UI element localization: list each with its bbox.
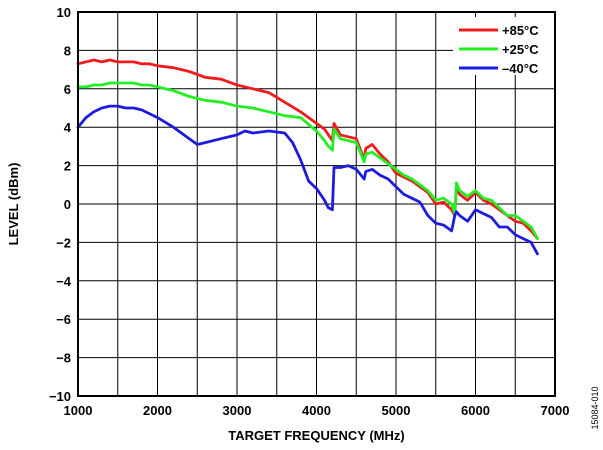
x-tick-label: 6000 <box>461 403 490 418</box>
y-tick-label: 10 <box>57 5 71 20</box>
y-tick-label: −6 <box>56 312 71 327</box>
y-tick-label: 6 <box>64 82 71 97</box>
x-tick-label: 7000 <box>541 403 570 418</box>
y-axis-title: LEVEL (dBm) <box>6 163 21 246</box>
x-tick-label: 3000 <box>223 403 252 418</box>
y-tick-label: −2 <box>56 235 71 250</box>
x-axis-title: TARGET FREQUENCY (MHz) <box>228 428 404 443</box>
legend-background <box>453 17 554 75</box>
x-tick-labels: 1000 2000 3000 4000 5000 6000 7000 <box>64 403 570 418</box>
figure-id: 15084-010 <box>590 386 600 429</box>
y-tick-label: 8 <box>64 43 71 58</box>
x-tick-label: 5000 <box>382 403 411 418</box>
y-tick-label: −10 <box>49 389 71 404</box>
y-tick-label: −8 <box>56 351 71 366</box>
series-line-0 <box>76 58 539 241</box>
series-line-1 <box>76 81 539 241</box>
series-group <box>76 58 539 256</box>
x-tick-label: 1000 <box>64 403 93 418</box>
y-tick-label: 0 <box>64 197 71 212</box>
y-tick-label: 4 <box>64 120 72 135</box>
x-tick-label: 2000 <box>143 403 172 418</box>
legend-label-1: +25°C <box>502 42 539 57</box>
legend: +85°C +25°C –40°C <box>453 17 554 76</box>
legend-label-2: –40°C <box>502 61 539 76</box>
plot-frame <box>77 11 556 397</box>
y-tick-label: 2 <box>64 159 71 174</box>
series-line-2 <box>76 104 539 256</box>
y-tick-labels: −10 −8 −6 −4 −2 0 2 4 6 8 10 <box>49 5 72 404</box>
legend-label-0: +85°C <box>502 23 539 38</box>
x-tick-label: 4000 <box>302 403 331 418</box>
y-tick-label: −4 <box>56 274 72 289</box>
